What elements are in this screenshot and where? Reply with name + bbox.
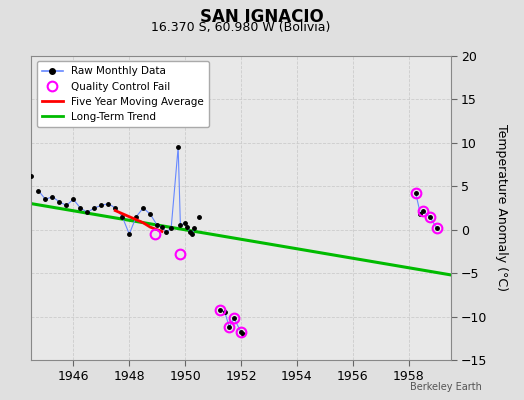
Y-axis label: Temperature Anomaly (°C): Temperature Anomaly (°C)	[495, 124, 508, 292]
Title: 16.370 S, 60.980 W (Bolivia): 16.370 S, 60.980 W (Bolivia)	[151, 21, 331, 34]
Text: SAN IGNACIO: SAN IGNACIO	[200, 8, 324, 26]
Legend: Raw Monthly Data, Quality Control Fail, Five Year Moving Average, Long-Term Tren: Raw Monthly Data, Quality Control Fail, …	[37, 61, 209, 127]
Text: Berkeley Earth: Berkeley Earth	[410, 382, 482, 392]
